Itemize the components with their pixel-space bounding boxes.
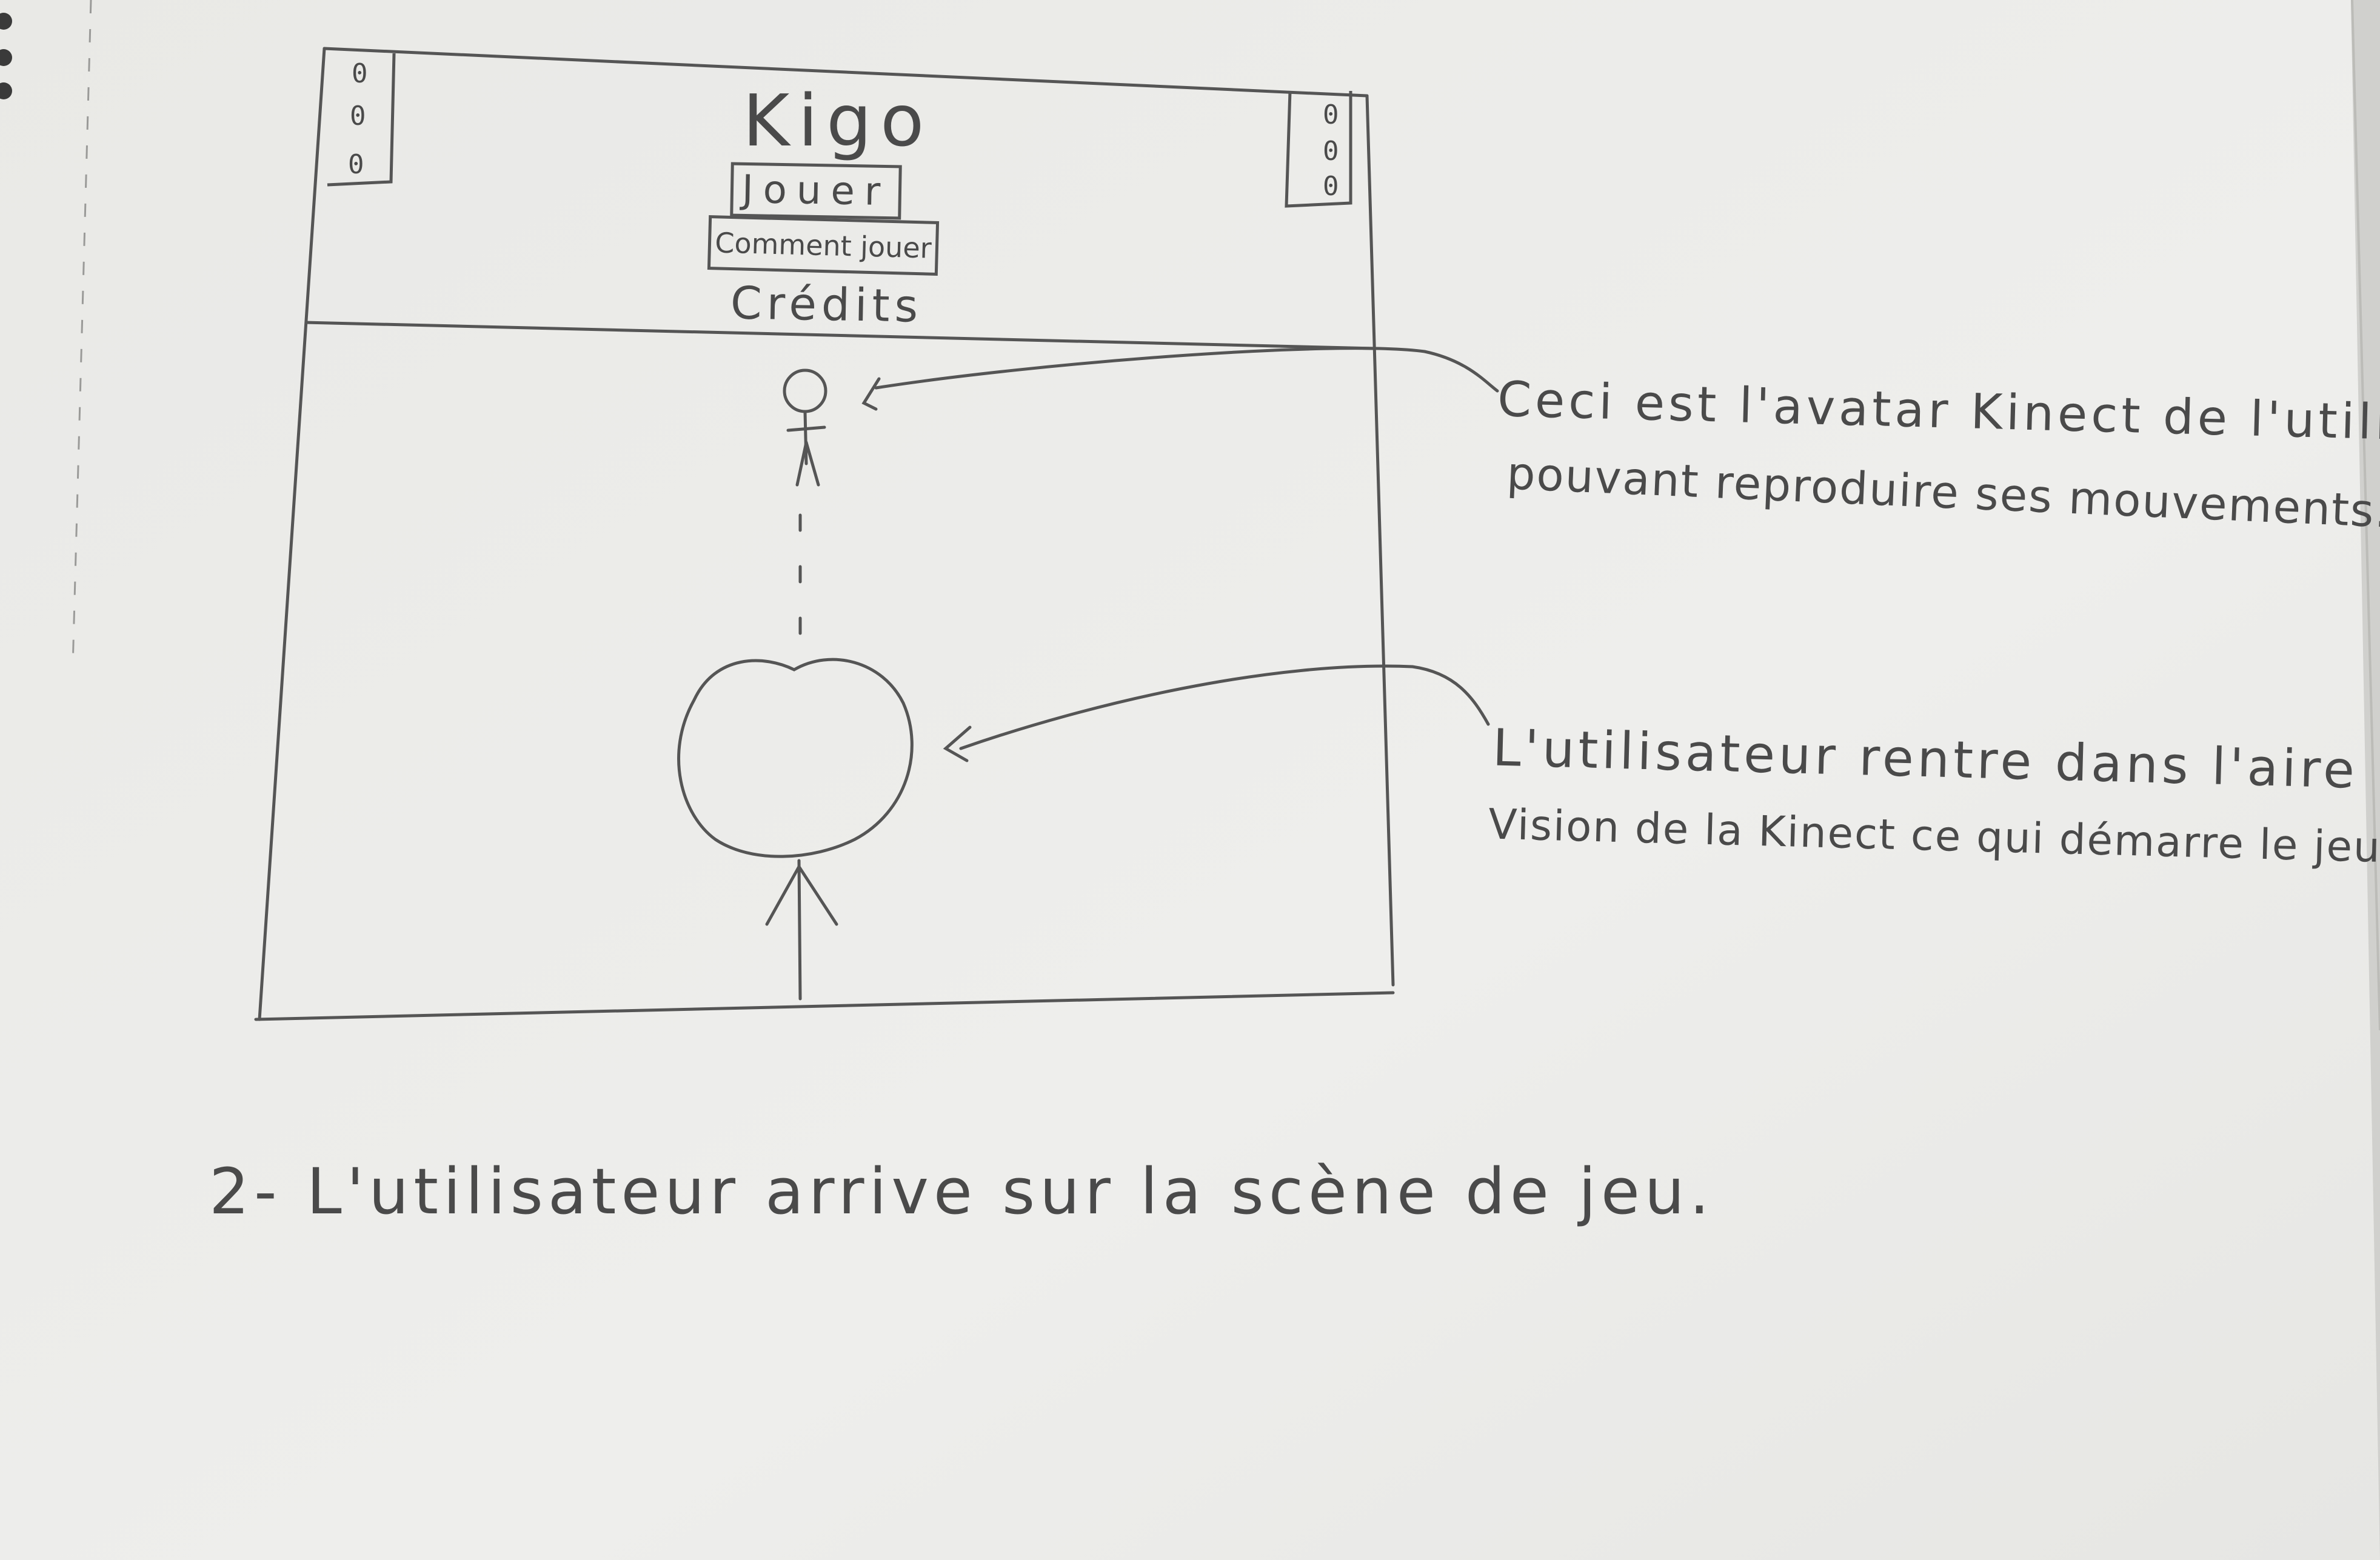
left-corner-menu <box>327 53 396 187</box>
right-corner-menu <box>1285 90 1352 208</box>
user-figure <box>677 658 914 1001</box>
user-arrow <box>959 664 1490 750</box>
avatar-arrow <box>874 347 1499 393</box>
annotation-arrows <box>861 347 1499 762</box>
right-menu-dot-1: 0 <box>1323 99 1339 130</box>
avatar-figure <box>783 368 827 650</box>
game-screen-frame <box>254 47 1395 1021</box>
left-menu-dot-1: 0 <box>352 58 368 89</box>
play-button[interactable]: Jouer <box>730 162 902 220</box>
step-caption: 2- L'utilisateur arrive sur la scène de … <box>209 1155 1714 1228</box>
right-menu-dot-3: 0 <box>1323 171 1339 202</box>
credits-button[interactable]: Crédits <box>730 277 923 333</box>
margin-line <box>72 0 92 667</box>
left-menu-dot-2: 0 <box>350 101 366 132</box>
left-menu-dot-3: 0 <box>348 149 364 180</box>
how-to-play-button[interactable]: Comment jouer <box>707 215 940 276</box>
avatar-arrowhead <box>861 377 881 411</box>
game-title: Kigo <box>743 79 933 162</box>
spiral-binding <box>0 13 12 99</box>
page-edge-line <box>2351 0 2380 1031</box>
page-edge <box>2351 0 2380 1560</box>
right-menu-dot-2: 0 <box>1323 136 1339 167</box>
user-arrowhead <box>943 725 972 762</box>
